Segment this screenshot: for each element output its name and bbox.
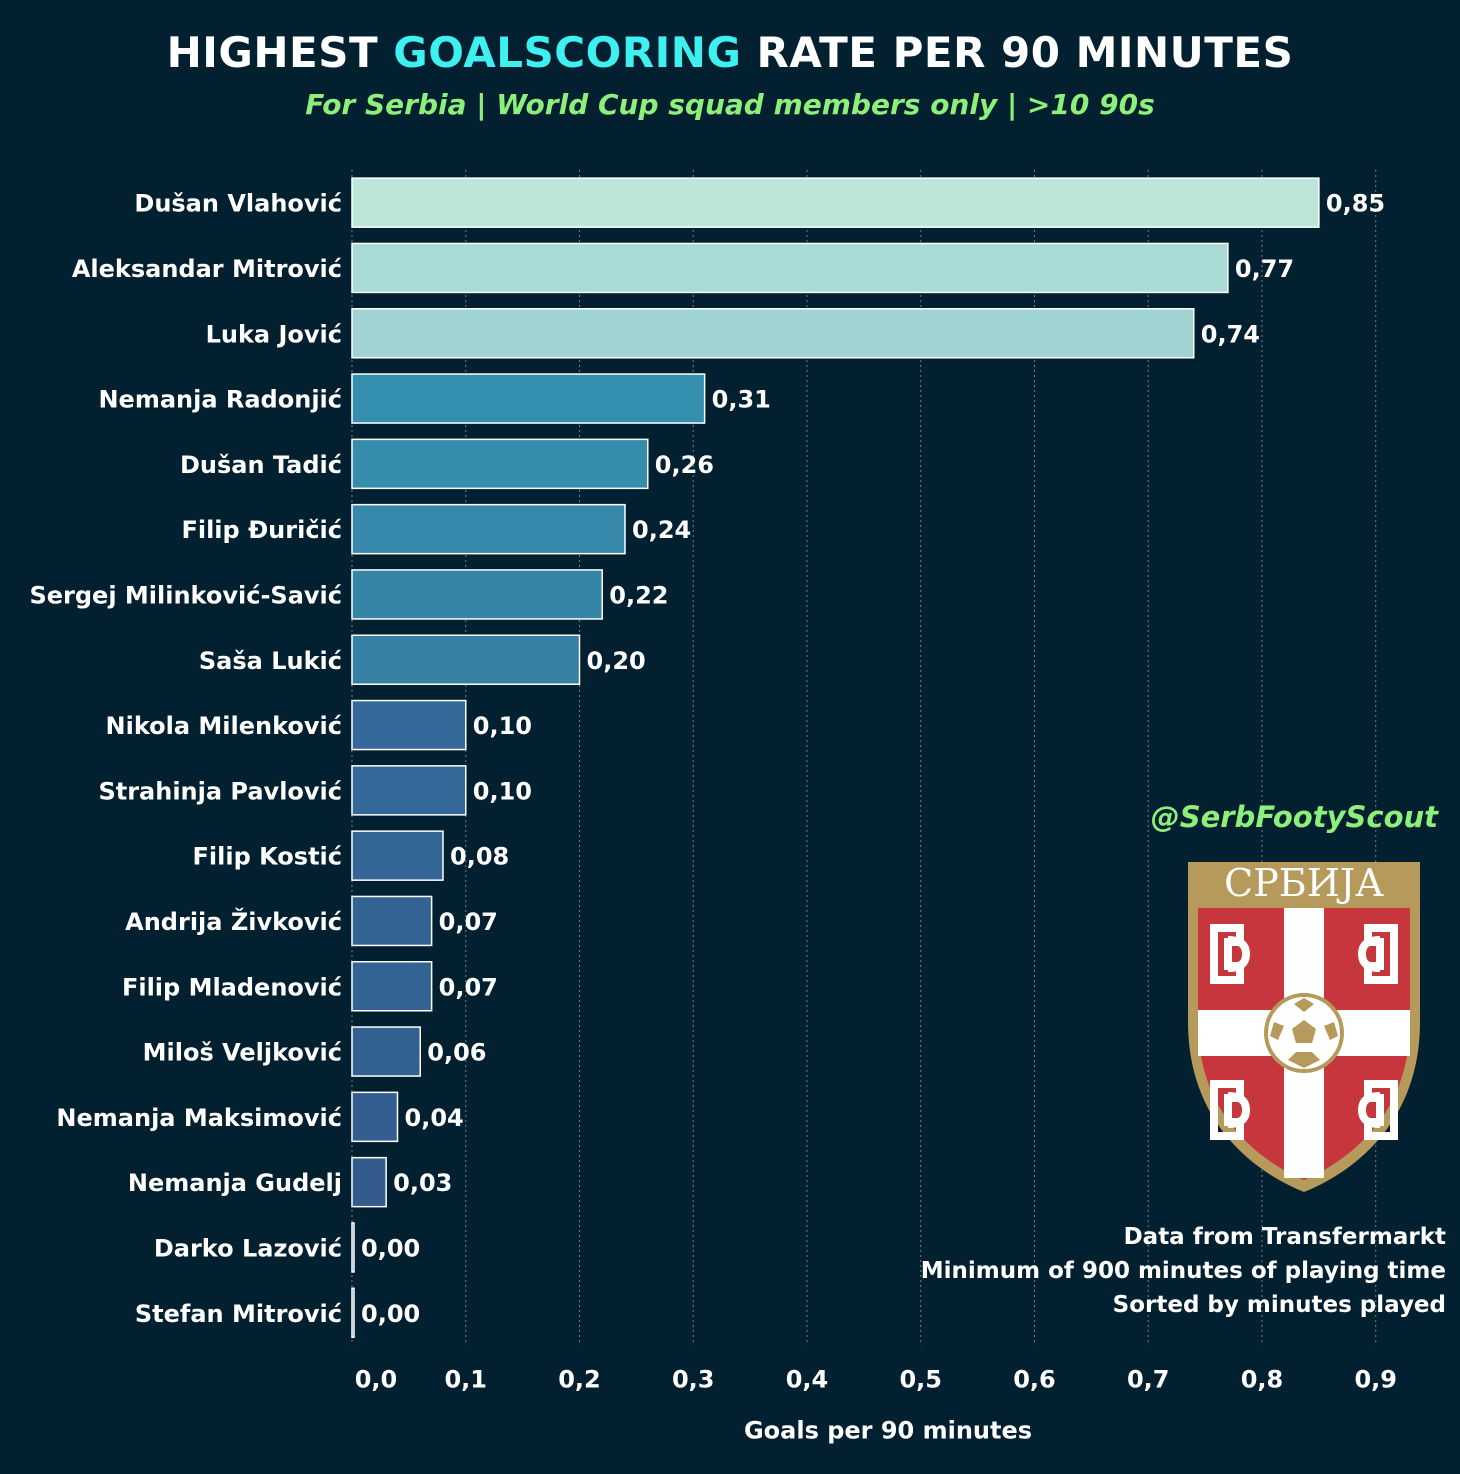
category-label: Nikola Milenković xyxy=(106,712,343,740)
bar xyxy=(351,1156,387,1208)
data-label: 0,85 xyxy=(1326,190,1385,218)
category-label: Aleksandar Mitrović xyxy=(72,255,342,283)
x-tick-label: 0,3 xyxy=(672,1365,715,1393)
x-tick-label: 0,6 xyxy=(1013,1365,1056,1393)
bar xyxy=(351,699,467,751)
data-label: 0,10 xyxy=(473,712,532,740)
data-label: 0,04 xyxy=(405,1104,464,1132)
x-tick-label: 0,7 xyxy=(1127,1365,1170,1393)
bar xyxy=(351,961,433,1012)
data-label: 0,08 xyxy=(450,843,509,871)
x-tick-label: 0,2 xyxy=(558,1365,601,1393)
bar xyxy=(351,438,649,490)
chart-notes: Data from Transfermarkt Minimum of 900 m… xyxy=(921,1220,1446,1322)
note-sorting: Sorted by minutes played xyxy=(1112,1292,1446,1318)
category-label: Saša Lukić xyxy=(199,647,342,675)
category-label: Andrija Živković xyxy=(125,907,342,936)
data-label: 0,26 xyxy=(655,451,714,479)
data-label: 0,20 xyxy=(587,647,646,675)
bar xyxy=(351,569,603,620)
category-label: Dušan Vlahović xyxy=(134,190,342,218)
chart-title: HIGHEST GOALSCORING RATE PER 90 MINUTES xyxy=(0,28,1460,77)
data-label: 0,22 xyxy=(609,581,668,609)
category-label: Filip Đuričić xyxy=(181,516,342,544)
x-tick-label: 0,5 xyxy=(899,1365,942,1393)
bar xyxy=(351,308,1195,359)
chart-subtitle: For Serbia | World Cup squad members onl… xyxy=(305,88,1155,121)
category-label: Sergej Milinković-Savić xyxy=(29,581,342,609)
data-label: 0,06 xyxy=(427,1039,486,1067)
data-label: 0,00 xyxy=(361,1300,420,1328)
data-label: 0,07 xyxy=(439,973,498,1001)
category-label: Strahinja Pavlović xyxy=(98,777,342,805)
category-label: Darko Lazović xyxy=(154,1234,342,1262)
data-label: 0,07 xyxy=(439,908,498,936)
category-label: Miloš Veljković xyxy=(143,1039,342,1067)
data-label: 0,00 xyxy=(361,1234,420,1262)
bar xyxy=(351,242,1229,294)
serbia-crest-logo: СРБИЈА xyxy=(1188,862,1420,1192)
crest-text: СРБИЈА xyxy=(1224,862,1384,905)
x-axis-label: Goals per 90 minutes xyxy=(744,1416,1032,1444)
category-label: Luka Jović xyxy=(206,320,342,348)
x-tick-label: 0,8 xyxy=(1241,1365,1284,1393)
data-label: 0,74 xyxy=(1201,320,1260,348)
title-part2: RATE PER 90 MINUTES xyxy=(741,28,1294,77)
x-tick-label: 0,4 xyxy=(786,1365,829,1393)
note-minimum: Minimum of 900 minutes of playing time xyxy=(920,1258,1446,1284)
bar xyxy=(351,1026,421,1077)
x-tick-label: 0,0 xyxy=(355,1365,398,1393)
bar xyxy=(351,1222,355,1273)
bar xyxy=(351,1287,355,1338)
bar xyxy=(351,503,626,555)
x-tick-label: 0,9 xyxy=(1354,1365,1397,1393)
bar xyxy=(351,895,433,947)
title-highlight: GOALSCORING xyxy=(393,28,742,77)
bar xyxy=(351,373,706,424)
category-label: Filip Mladenović xyxy=(122,973,342,1001)
data-label: 0,77 xyxy=(1235,255,1294,283)
note-source: Data from Transfermarkt xyxy=(1123,1224,1446,1250)
bar xyxy=(351,1091,399,1143)
category-label: Nemanja Gudelj xyxy=(128,1169,342,1197)
data-label: 0,03 xyxy=(393,1169,452,1197)
bar xyxy=(351,765,467,816)
author-handle: @SerbFootyScout xyxy=(1150,800,1438,834)
bar xyxy=(351,830,444,881)
title-part1: HIGHEST xyxy=(166,28,394,77)
category-label: Filip Kostić xyxy=(193,843,342,871)
bar xyxy=(351,177,1320,228)
category-label: Nemanja Radonjić xyxy=(98,386,342,414)
data-label: 0,10 xyxy=(473,777,532,805)
category-label: Dušan Tadić xyxy=(180,451,342,479)
data-label: 0,24 xyxy=(632,516,691,544)
category-label: Stefan Mitrović xyxy=(135,1300,342,1328)
x-tick-label: 0,1 xyxy=(444,1365,487,1393)
category-label: Nemanja Maksimović xyxy=(56,1104,342,1132)
bar xyxy=(351,634,581,685)
data-label: 0,31 xyxy=(712,386,771,414)
